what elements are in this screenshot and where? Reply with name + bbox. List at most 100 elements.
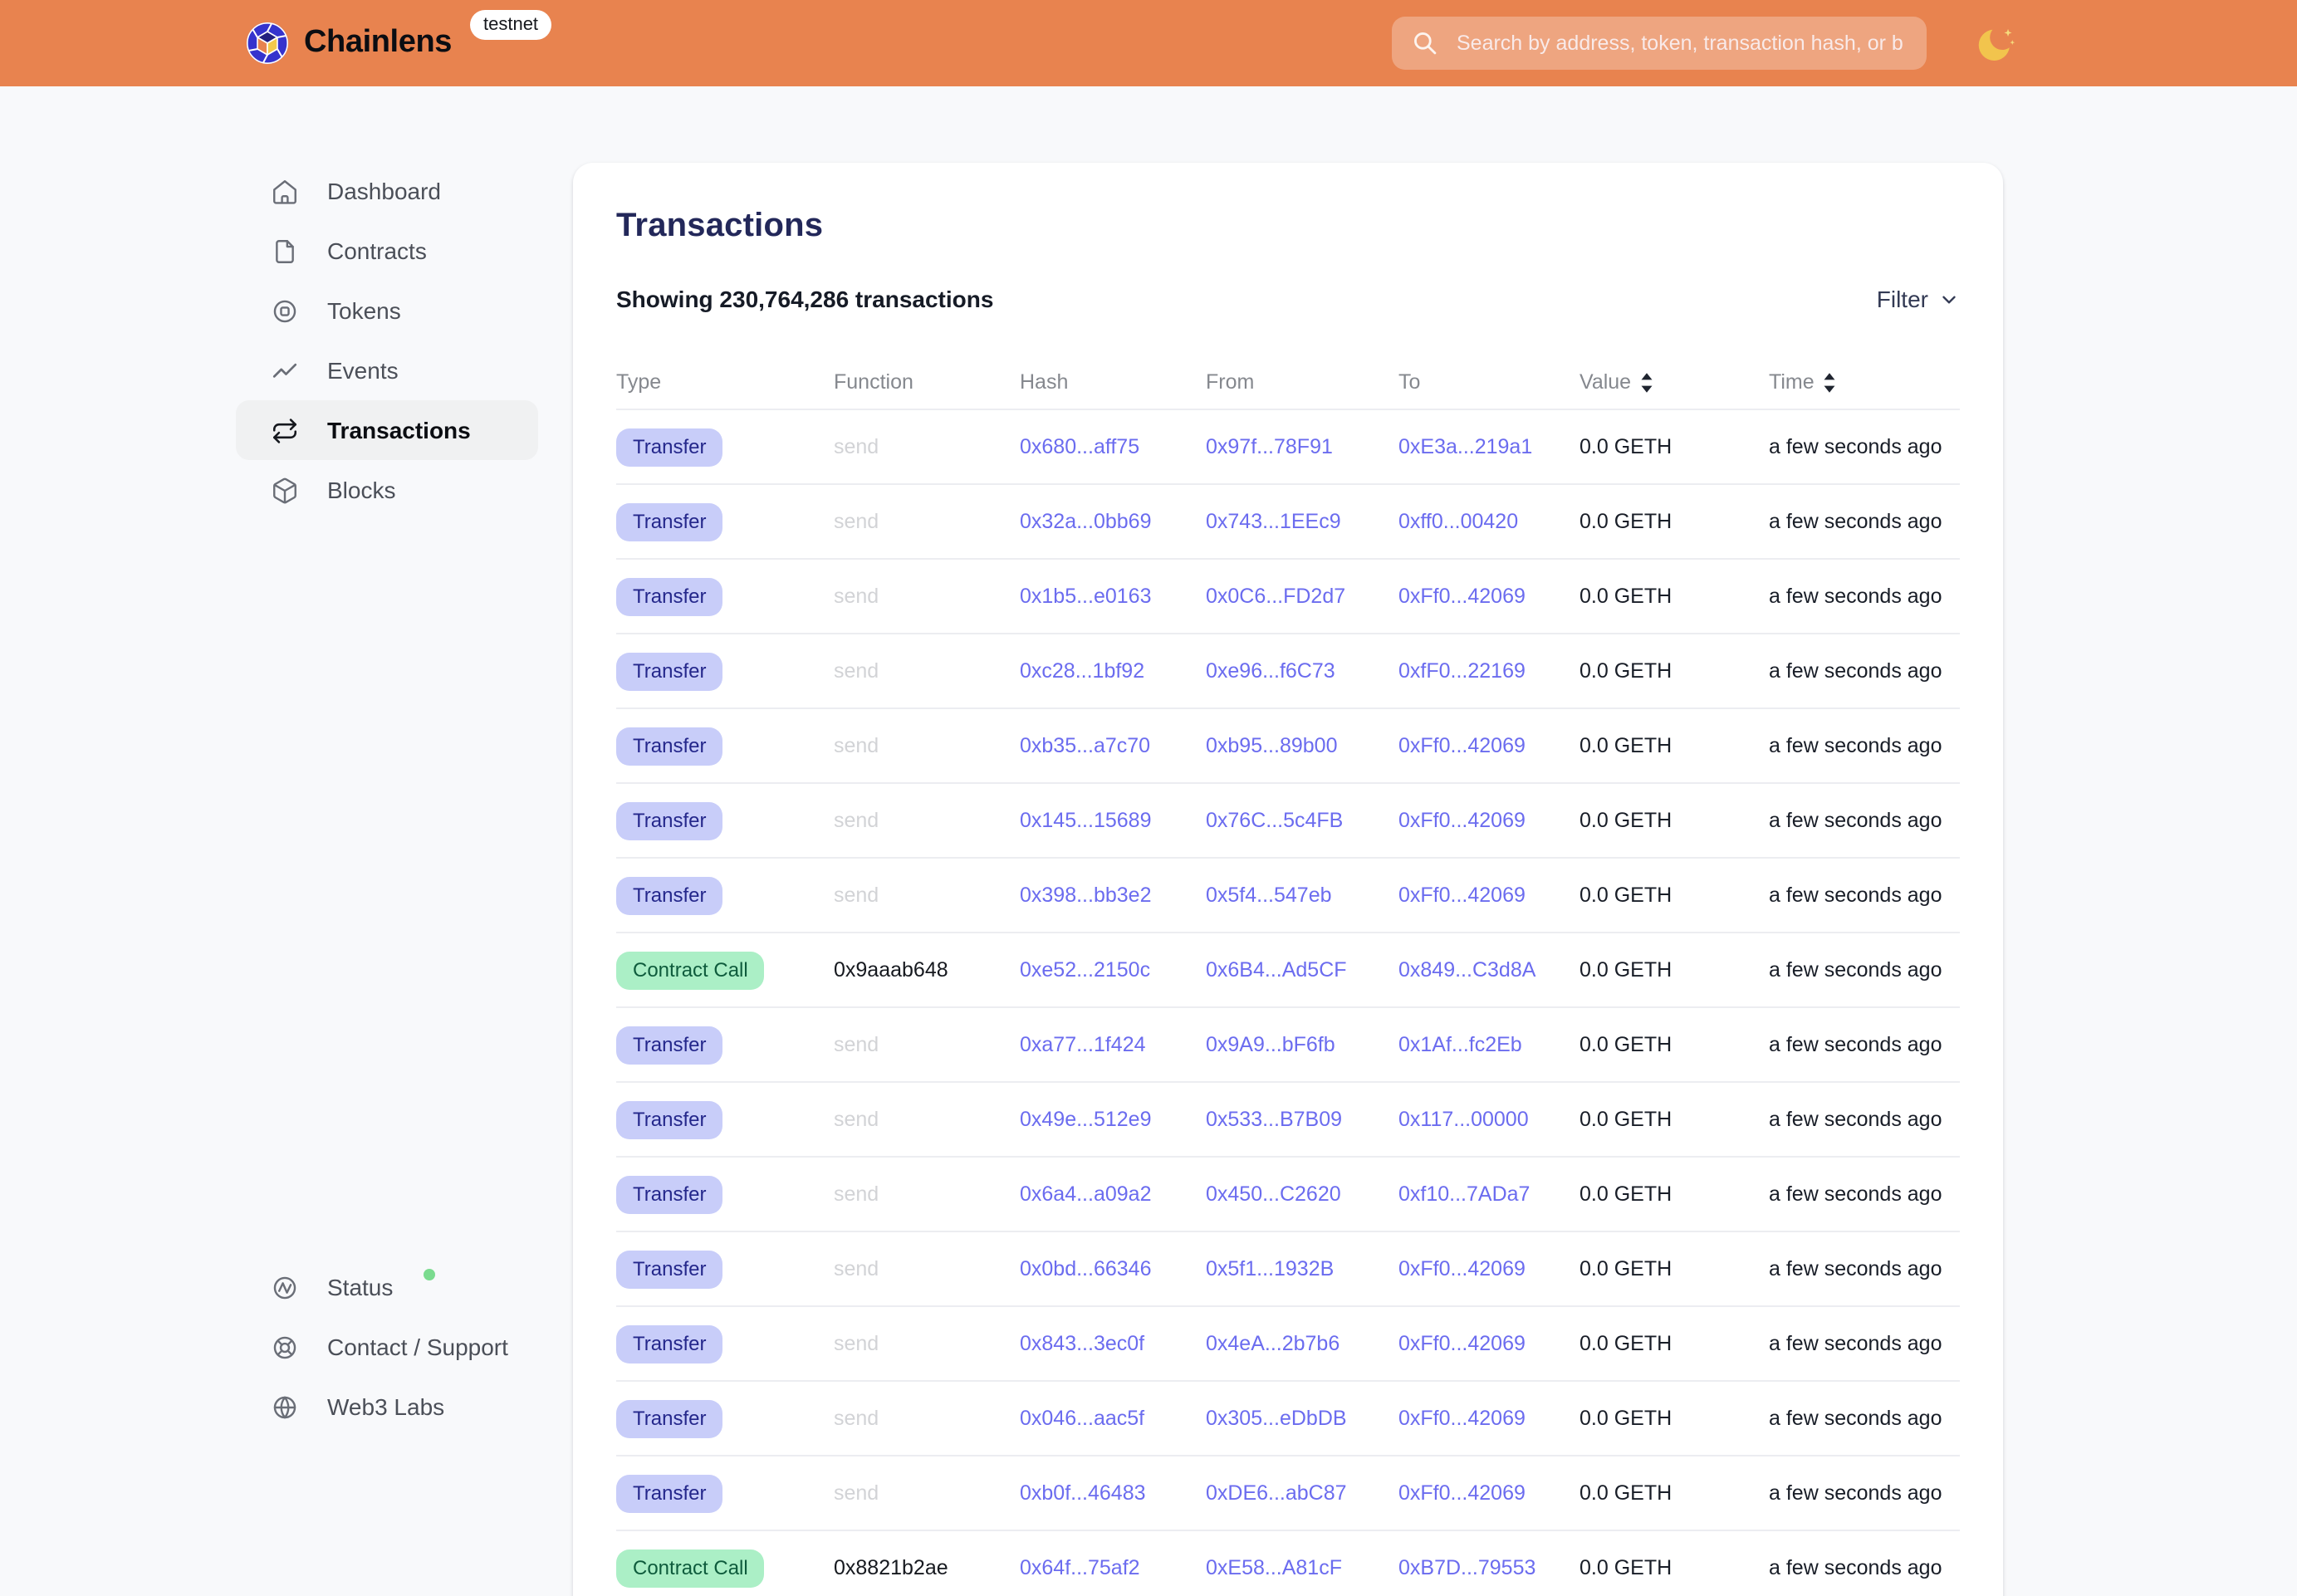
hash-link[interactable]: 0x145...15689	[1020, 809, 1152, 832]
transaction-row: Transfersend0xb35...a7c700xb95...89b000x…	[616, 709, 1960, 784]
hash-link[interactable]: 0x046...aac5f	[1020, 1407, 1144, 1430]
hash-link[interactable]: 0xb0f...46483	[1020, 1481, 1146, 1505]
transaction-row: Transfersend0x0bd...663460x5f1...1932B0x…	[616, 1232, 1960, 1307]
function-cell: send	[834, 435, 1020, 458]
to-link[interactable]: 0xfF0...22169	[1398, 659, 1526, 683]
from-link[interactable]: 0x4eA...2b7b6	[1206, 1332, 1340, 1355]
from-link[interactable]: 0x305...eDbDB	[1206, 1407, 1347, 1430]
globe-icon	[271, 1393, 299, 1421]
to-link[interactable]: 0x849...C3d8A	[1398, 958, 1535, 982]
value-cell: 0.0 GETH	[1579, 510, 1769, 533]
transactions-panel: Transactions Showing 230,764,286 transac…	[573, 163, 2003, 1596]
type-badge: Transfer	[616, 727, 722, 765]
time-cell: a few seconds ago	[1769, 1108, 1960, 1131]
to-link[interactable]: 0x1Af...fc2Eb	[1398, 1033, 1522, 1056]
column-header-time[interactable]: Time	[1769, 370, 1960, 394]
to-link[interactable]: 0xFf0...42069	[1398, 1481, 1526, 1505]
from-link[interactable]: 0x0C6...FD2d7	[1206, 585, 1345, 608]
sidebar-item-web3-labs[interactable]: Web3 Labs	[236, 1377, 538, 1437]
sidebar-item-contracts[interactable]: Contracts	[236, 221, 538, 281]
time-cell: a few seconds ago	[1769, 510, 1960, 533]
from-link[interactable]: 0x743...1EEc9	[1206, 510, 1341, 533]
to-link[interactable]: 0xff0...00420	[1398, 510, 1518, 533]
function-cell: send	[834, 1182, 1020, 1206]
hash-link[interactable]: 0x1b5...e0163	[1020, 585, 1152, 608]
sidebar-item-status[interactable]: Status	[236, 1257, 538, 1317]
transaction-row: Transfersend0xb0f...464830xDE6...abC870x…	[616, 1456, 1960, 1531]
from-link[interactable]: 0xE58...A81cF	[1206, 1556, 1342, 1579]
value-cell: 0.0 GETH	[1579, 1481, 1769, 1505]
column-header-to: To	[1398, 370, 1579, 394]
to-link[interactable]: 0xFf0...42069	[1398, 734, 1526, 757]
sidebar-item-tokens[interactable]: Tokens	[236, 281, 538, 340]
page-title: Transactions	[616, 208, 1960, 246]
sidebar-item-events[interactable]: Events	[236, 340, 538, 400]
to-link[interactable]: 0xf10...7ADa7	[1398, 1182, 1530, 1206]
from-link[interactable]: 0x5f1...1932B	[1206, 1257, 1334, 1280]
hash-link[interactable]: 0x680...aff75	[1020, 435, 1139, 458]
to-link[interactable]: 0xFf0...42069	[1398, 1332, 1526, 1355]
function-cell: send	[834, 809, 1020, 832]
to-link[interactable]: 0xE3a...219a1	[1398, 435, 1532, 458]
dark-mode-toggle[interactable]	[1973, 23, 2016, 66]
hash-link[interactable]: 0x398...bb3e2	[1020, 884, 1152, 907]
search-input[interactable]	[1453, 30, 1907, 56]
hash-link[interactable]: 0xe52...2150c	[1020, 958, 1150, 982]
from-link[interactable]: 0x9A9...bF6fb	[1206, 1033, 1335, 1056]
to-link[interactable]: 0xFf0...42069	[1398, 809, 1526, 832]
function-cell: send	[834, 1407, 1020, 1430]
hash-link[interactable]: 0x49e...512e9	[1020, 1108, 1152, 1131]
moon-icon	[1973, 23, 2016, 66]
from-link[interactable]: 0x5f4...547eb	[1206, 884, 1332, 907]
transactions-table: TypeFunctionHashFromToValueTime Transfer…	[616, 355, 1960, 1596]
sort-icon[interactable]	[1823, 371, 1838, 393]
to-link[interactable]: 0xFf0...42069	[1398, 884, 1526, 907]
to-link[interactable]: 0xB7D...79553	[1398, 1556, 1535, 1579]
function-cell: send	[834, 510, 1020, 533]
search-icon	[1412, 30, 1438, 56]
sidebar-item-transactions[interactable]: Transactions	[236, 400, 538, 460]
column-header-value[interactable]: Value	[1579, 370, 1769, 394]
hash-link[interactable]: 0x32a...0bb69	[1020, 510, 1152, 533]
value-cell: 0.0 GETH	[1579, 1182, 1769, 1206]
hash-link[interactable]: 0x843...3ec0f	[1020, 1332, 1144, 1355]
type-badge: Transfer	[616, 577, 722, 615]
function-cell: 0x8821b2ae	[834, 1556, 1020, 1579]
to-link[interactable]: 0xFf0...42069	[1398, 1257, 1526, 1280]
from-link[interactable]: 0xe96...f6C73	[1206, 659, 1335, 683]
from-link[interactable]: 0x533...B7B09	[1206, 1108, 1342, 1131]
from-link[interactable]: 0x450...C2620	[1206, 1182, 1341, 1206]
hash-link[interactable]: 0x64f...75af2	[1020, 1556, 1140, 1579]
hash-link[interactable]: 0xb35...a7c70	[1020, 734, 1150, 757]
function-cell: send	[834, 1033, 1020, 1056]
time-cell: a few seconds ago	[1769, 1257, 1960, 1280]
sidebar-item-contact-support[interactable]: Contact / Support	[236, 1317, 538, 1377]
sidebar-item-blocks[interactable]: Blocks	[236, 460, 538, 520]
hash-link[interactable]: 0xa77...1f424	[1020, 1033, 1146, 1056]
home-icon	[271, 177, 299, 205]
transaction-row: Transfersend0xc28...1bf920xe96...f6C730x…	[616, 634, 1960, 709]
from-link[interactable]: 0x97f...78F91	[1206, 435, 1333, 458]
hash-link[interactable]: 0x0bd...66346	[1020, 1257, 1152, 1280]
chevron-down-icon	[1938, 288, 1960, 310]
type-badge: Transfer	[616, 1399, 722, 1437]
hash-link[interactable]: 0xc28...1bf92	[1020, 659, 1144, 683]
status-icon	[271, 1273, 299, 1301]
to-link[interactable]: 0x117...00000	[1398, 1108, 1529, 1131]
search-bar[interactable]	[1392, 17, 1927, 70]
hash-link[interactable]: 0x6a4...a09a2	[1020, 1182, 1152, 1206]
from-link[interactable]: 0x76C...5c4FB	[1206, 809, 1343, 832]
sort-icon[interactable]	[1639, 371, 1654, 393]
from-link[interactable]: 0x6B4...Ad5CF	[1206, 958, 1347, 982]
filter-button[interactable]: Filter	[1877, 286, 1960, 312]
from-link[interactable]: 0xDE6...abC87	[1206, 1481, 1347, 1505]
type-badge: Transfer	[616, 652, 722, 690]
column-header-type: Type	[616, 370, 834, 394]
to-link[interactable]: 0xFf0...42069	[1398, 1407, 1526, 1430]
to-link[interactable]: 0xFf0...42069	[1398, 585, 1526, 608]
from-link[interactable]: 0xb95...89b00	[1206, 734, 1338, 757]
sidebar-item-dashboard[interactable]: Dashboard	[236, 161, 538, 221]
brand[interactable]: Chainlens testnet	[246, 0, 551, 86]
status-online-dot	[423, 1268, 434, 1280]
support-icon	[271, 1333, 299, 1361]
